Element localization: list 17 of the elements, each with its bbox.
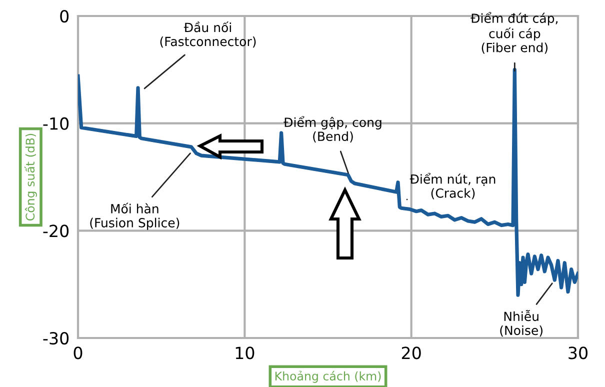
y-tick-label: 0 <box>60 10 69 23</box>
x-tick-label: 10 <box>236 346 254 360</box>
x-tick-label: 30 <box>568 346 588 360</box>
annotation: Điểm nút, rạn (Crack) <box>410 172 496 200</box>
y-tick-label: -20 <box>43 224 69 238</box>
y-tick-label: -10 <box>43 117 69 130</box>
y-axis-title: Công suất (dB) <box>24 134 37 220</box>
annotation: Nhiễu (Noise) <box>500 310 542 337</box>
x-tick-label: 0 <box>74 346 82 360</box>
annotation: Điểm gập, cong (Bend) <box>284 116 382 142</box>
annotation: Mối hàn (Fusion Splice) <box>90 202 180 230</box>
annotation: Đầu nối (Fastconnector) <box>160 21 256 48</box>
x-tick-label: 20 <box>402 346 421 360</box>
annotation: Điểm đứt cáp, cuối cáp (Fiber end) <box>470 12 558 54</box>
x-axis-title: Khoảng cách (km) <box>275 370 381 383</box>
line-series <box>78 68 578 297</box>
y-tick-label: -30 <box>43 332 69 345</box>
